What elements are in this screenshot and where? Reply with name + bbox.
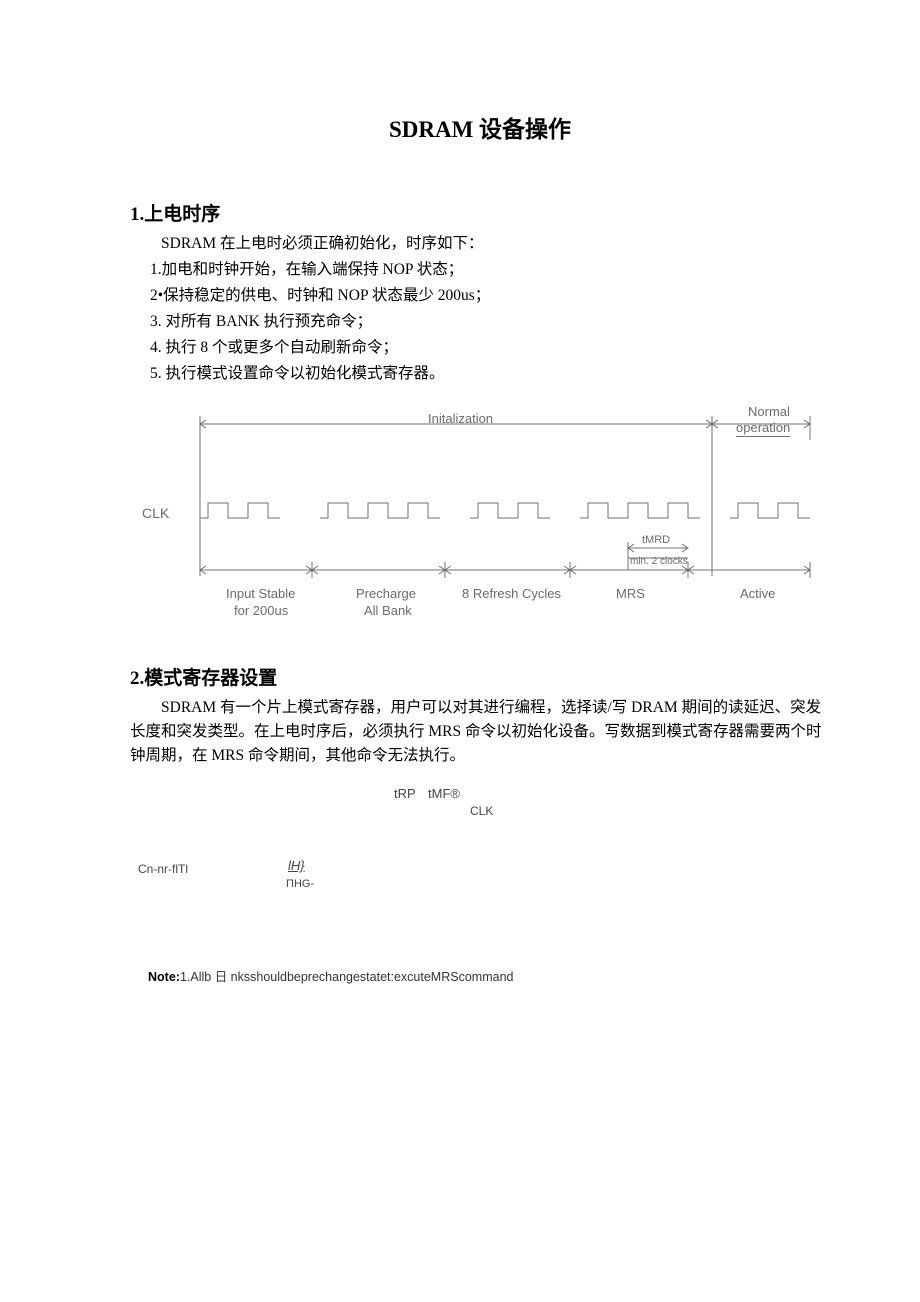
section1-item: 1.加电和时钟开始，在输入端保持 NOP 状态； [150, 258, 830, 282]
label-mrs: MRS [616, 586, 645, 601]
label-refresh: 8 Refresh Cycles [462, 586, 561, 601]
doc-title: SDRAM 设备操作 [130, 110, 830, 144]
label-initalization: Initalization [428, 411, 493, 426]
label-active: Active [740, 586, 775, 601]
label-normal: Normal [748, 404, 790, 419]
label-precharge1: Precharge [356, 586, 416, 601]
section1-item: 4. 执行 8 个或更多个自动刷新命令； [150, 336, 830, 360]
note-bold: Note: [148, 970, 180, 984]
timing-diagram-mrs: tRP tMF® CLK Cn-nr-flTl lH} ΠHG- [130, 786, 830, 946]
label-min2clocks: min. 2 clocks [630, 556, 688, 567]
label-cn: Cn-nr-flTl [138, 862, 188, 876]
label-trp: tRP [394, 786, 416, 801]
section2-para: SDRAM 有一个片上模式寄存器，用户可以对其进行编程，选择读/写 DRAM 期… [130, 696, 830, 768]
label-inputstable2: for 200us [234, 603, 288, 618]
label-inputstable1: Input Stable [226, 586, 295, 601]
section1-heading: 1.上电时序 [130, 199, 830, 226]
note-text: 1.Allb 日 nksshouldbeprechangestatet:excu… [180, 970, 514, 984]
label-ring: ΠHG- [286, 878, 314, 890]
section1-item: 5. 执行模式设置命令以初始化模式寄存器。 [150, 362, 830, 386]
label-tmf: tMF® [428, 786, 460, 801]
section1-item: 2•保持稳定的供电、时钟和 NOP 状态最少 200us； [150, 284, 830, 308]
section1-intro: SDRAM 在上电时必须正确初始化，时序如下： [130, 232, 830, 256]
label-ih: lH} [288, 858, 305, 873]
section1-item: 3. 对所有 BANK 执行预充命令； [150, 310, 830, 334]
label-clk2: CLK [470, 804, 493, 818]
label-operation: operation [736, 420, 790, 437]
section2-heading: 2.模式寄存器设置 [130, 663, 830, 690]
note-line: Note:1.Allb 日 nksshouldbeprechangestatet… [148, 966, 830, 985]
label-precharge2: All Bank [364, 603, 412, 618]
label-tmrd: tMRD [642, 534, 670, 546]
timing-diagram-init: Initalization Normal operation CLK tMRD … [130, 408, 830, 643]
label-clk: CLK [142, 505, 169, 521]
